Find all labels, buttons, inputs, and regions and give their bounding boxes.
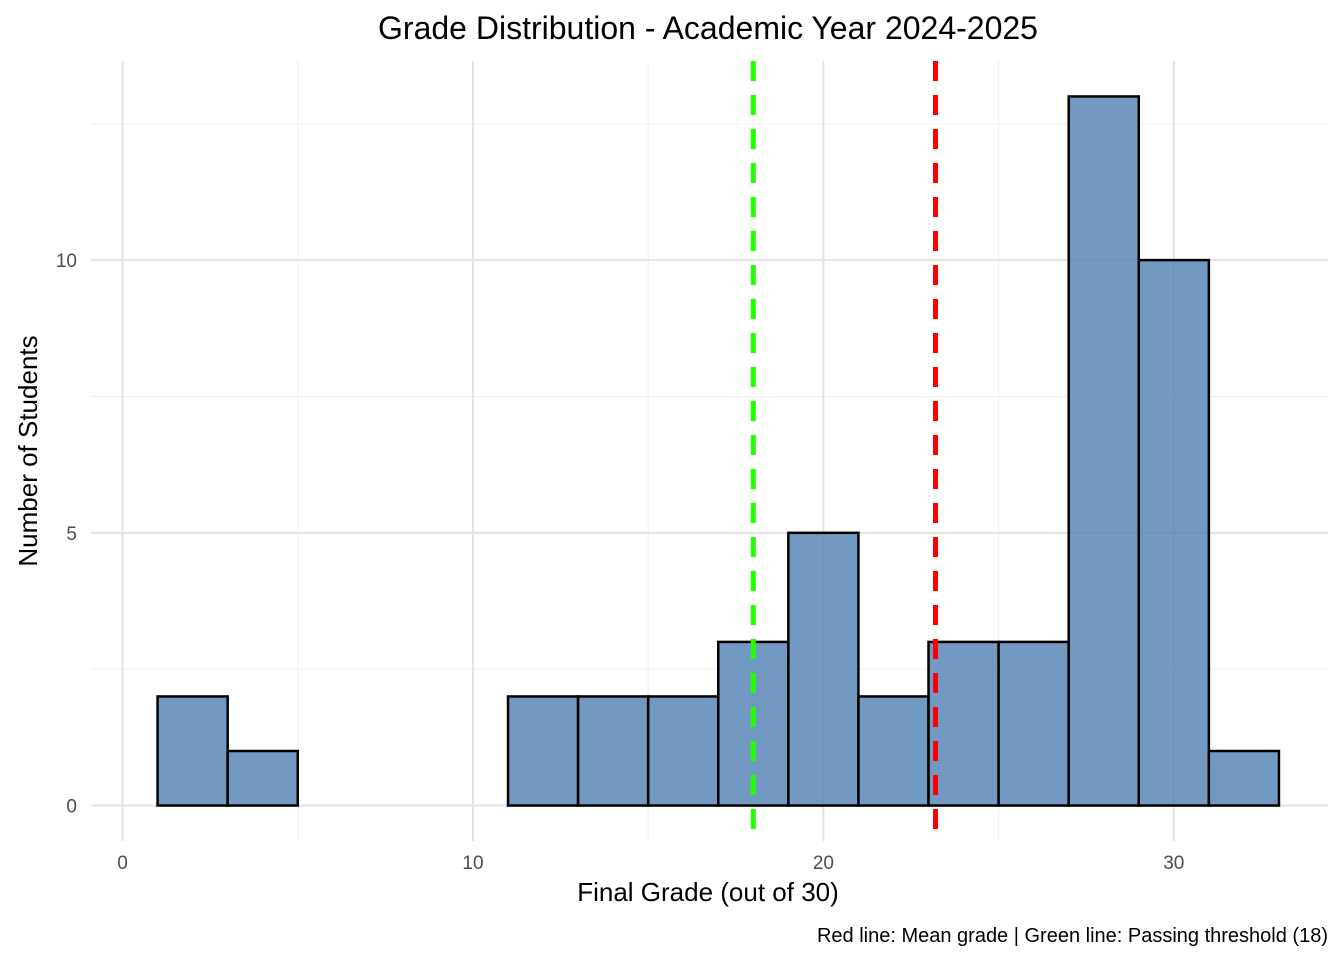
histogram-bar: [927, 640, 1000, 807]
histogram-bar: [646, 695, 720, 807]
bars-layer: [156, 95, 1281, 807]
histogram-bar: [226, 749, 300, 807]
histogram-bar: [1067, 95, 1141, 807]
histogram-bar: [857, 695, 930, 807]
x-tick-label: 10: [462, 853, 483, 874]
tick-labels-layer: 0 10 20 30 0 5 10: [56, 251, 1185, 874]
histogram-bar: [1137, 258, 1211, 807]
reference-lines-layer: [750, 61, 939, 841]
histogram-bar: [576, 695, 650, 807]
y-tick-label: 10: [56, 251, 77, 272]
histogram-bar: [156, 695, 229, 807]
histogram-bar: [997, 640, 1070, 807]
histogram-bar: [1207, 749, 1281, 807]
histogram-bar: [506, 695, 580, 807]
y-axis-title: Number of Students: [13, 335, 43, 566]
chart-caption: Red line: Mean grade | Green line: Passi…: [817, 925, 1328, 947]
x-axis-title: Final Grade (out of 30): [577, 877, 839, 907]
y-tick-label: 0: [66, 797, 77, 818]
y-tick-label: 5: [66, 524, 77, 545]
x-tick-label: 30: [1163, 853, 1184, 874]
x-tick-label: 0: [117, 853, 128, 874]
chart-title: Grade Distribution - Academic Year 2024-…: [378, 10, 1038, 46]
histogram-bar: [787, 531, 860, 807]
x-tick-label: 20: [813, 853, 834, 874]
